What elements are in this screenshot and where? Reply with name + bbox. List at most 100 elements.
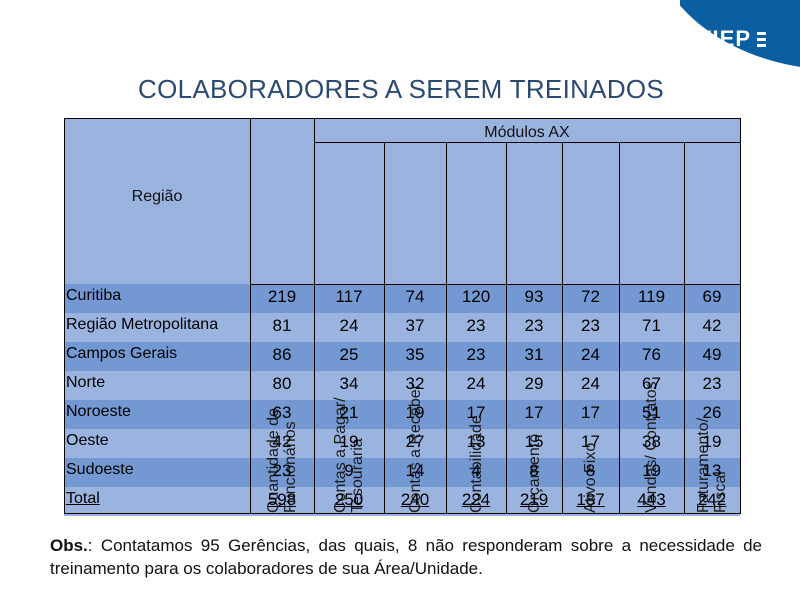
table-cell: 23	[581, 316, 600, 335]
training-table: Região Módulos AX Quantidade de Funcioná…	[64, 118, 741, 516]
table-cell: 15	[524, 432, 544, 451]
logo-bars-icon	[757, 31, 766, 47]
table-cell: 13	[702, 461, 722, 480]
table-row	[64, 458, 740, 487]
row-region-label: Noroeste	[66, 403, 131, 420]
table-cell: 8	[585, 461, 596, 480]
row-region-label: Sudoeste	[66, 461, 134, 478]
table-cell: 240	[400, 490, 430, 509]
grid-line	[250, 118, 251, 513]
table-cell: 63	[272, 403, 292, 422]
observation-note: Obs.: Contatamos 95 Gerências, das quais…	[50, 534, 762, 580]
table-cell: 29	[524, 374, 544, 393]
table-cell: 42	[272, 432, 292, 451]
table-cell: 242	[697, 490, 727, 509]
region-header: Região	[131, 188, 183, 205]
table-cell: 117	[335, 287, 363, 306]
fiep-seal-icon	[680, 27, 693, 51]
table-cell: 443	[637, 490, 666, 509]
table-cell: 17	[581, 403, 600, 422]
row-region-label: Campos Gerais	[66, 345, 178, 362]
table-cell: 24	[466, 374, 486, 393]
table-cell: 19	[702, 432, 722, 451]
table-cell: 49	[702, 345, 722, 364]
table-row	[64, 487, 740, 516]
brand-corner: FIEP	[680, 0, 800, 90]
column-header: Quantidade de Funcionários	[250, 347, 314, 513]
table-cell: 17	[466, 403, 486, 422]
table-cell: 19	[642, 461, 661, 480]
table-cell: 25	[339, 345, 359, 364]
table-cell: 17	[524, 403, 544, 422]
table-cell: 120	[461, 287, 491, 306]
table-cell: 21	[339, 403, 359, 422]
table-cell: 219	[267, 287, 297, 306]
table-cell: 31	[524, 345, 544, 364]
table-cell: 34	[339, 374, 359, 393]
table-cell: 38	[642, 432, 661, 451]
table-cell: 250	[334, 490, 364, 509]
table-row	[64, 284, 740, 313]
table-cell: 67	[642, 374, 661, 393]
table-cell: 26	[702, 403, 722, 422]
table-cell: 598	[267, 490, 297, 509]
table-cell: 4	[471, 461, 481, 480]
table-cell: 32	[405, 374, 425, 393]
table-row	[64, 313, 740, 342]
grid-line	[684, 142, 685, 513]
table-cell: 24	[581, 374, 600, 393]
grid-line	[619, 142, 620, 513]
table-cell: 42	[702, 316, 722, 335]
table-cell: 37	[405, 316, 425, 335]
obs-text: : Contatamos 95 Gerências, das quais, 8 …	[50, 536, 762, 578]
row-region-label: Norte	[66, 374, 106, 391]
row-region-label: Região Metropolitana	[66, 316, 219, 333]
grid-line	[446, 142, 447, 513]
table-cell: 187	[576, 490, 605, 509]
table-cell: 35	[405, 345, 425, 364]
table-cell: 74	[405, 287, 425, 306]
table-row	[64, 371, 740, 400]
table-cell: 219	[519, 490, 549, 509]
page-title: COLABORADORES A SEREM TREINADOS	[138, 74, 665, 104]
grid-line	[314, 118, 315, 513]
table-cell: 19	[405, 403, 425, 422]
grid-line	[506, 142, 507, 513]
table-cell: 27	[405, 432, 425, 451]
table-cell: 69	[702, 287, 722, 306]
table-cell: 224	[461, 490, 491, 509]
table-cell: 23	[466, 345, 486, 364]
table-cell: 80	[272, 374, 292, 393]
table-cell: 71	[642, 316, 661, 335]
row-region-label: Curitiba	[66, 287, 122, 304]
logo-text: FIEP	[698, 26, 751, 51]
table-row	[64, 429, 740, 458]
table-cell: 51	[642, 403, 661, 422]
obs-label: Obs.	[50, 536, 88, 555]
table-cell: 119	[637, 287, 666, 306]
table-cell: 86	[272, 345, 292, 364]
table-cell: 14	[405, 461, 425, 480]
table-cell: 23	[272, 461, 292, 480]
grid-line	[250, 284, 740, 285]
grid-line	[384, 142, 385, 513]
table-cell: 23	[702, 374, 722, 393]
modules-header: Módulos AX	[484, 124, 570, 141]
table-cell: 23	[466, 316, 486, 335]
row-region-label: Total	[66, 490, 100, 507]
fiep-logo: FIEP	[680, 26, 766, 52]
grid-line	[314, 142, 740, 143]
table-cell: 13	[466, 432, 486, 451]
table-cell: 24	[339, 316, 359, 335]
table-cell: 23	[524, 316, 544, 335]
table-cell: 17	[581, 432, 600, 451]
table-cell: 8	[529, 461, 539, 480]
table-row	[64, 400, 740, 429]
table-cell: 24	[581, 345, 600, 364]
table-cell: 76	[642, 345, 661, 364]
table-row	[64, 342, 740, 371]
table-cell: 72	[581, 287, 600, 306]
table-header	[64, 118, 740, 284]
grid-line	[562, 142, 563, 513]
table-cell: 81	[272, 316, 292, 335]
